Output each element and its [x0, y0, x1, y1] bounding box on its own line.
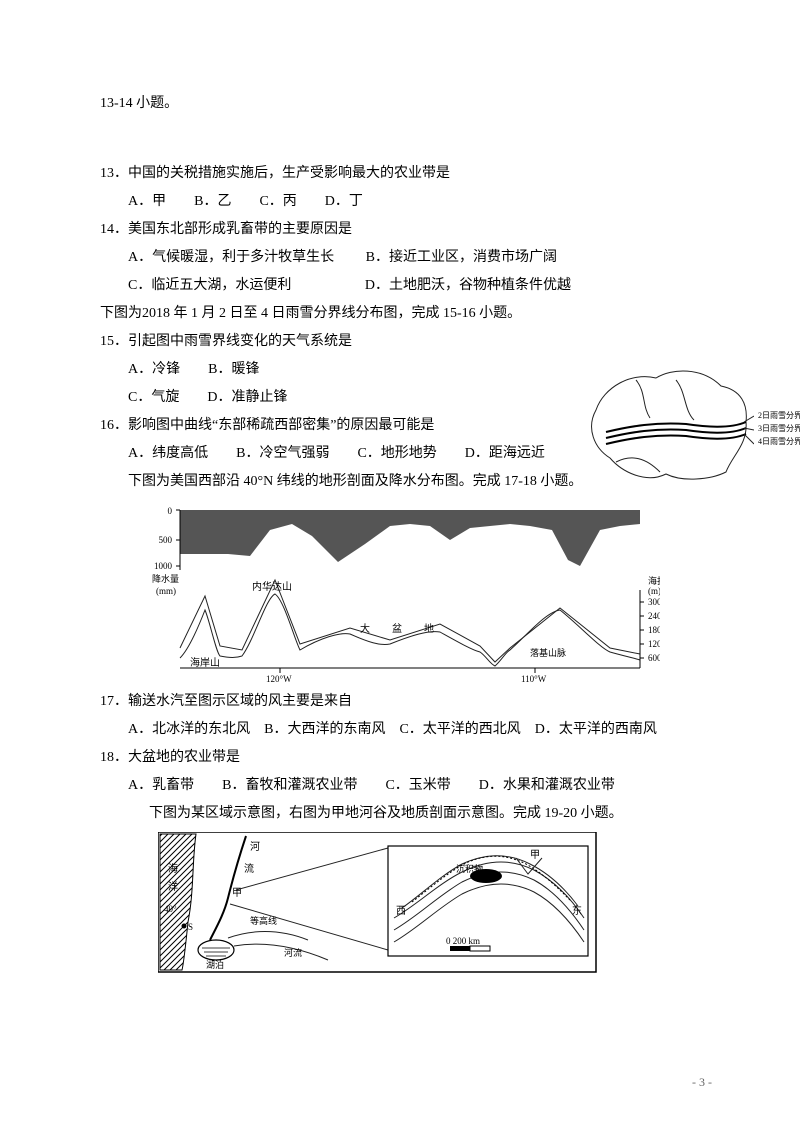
label-leader-1: [744, 416, 754, 422]
lake-label: 湖泊: [206, 960, 224, 970]
elev-t1800: 1800: [648, 625, 660, 635]
region-geology-diagram: 海 洋 40° S 河 流 甲 湖泊 等高线 河流: [158, 832, 598, 974]
precip-ylabel-2: (mm): [156, 586, 176, 596]
lat-label: 40°: [164, 904, 177, 914]
label-rockies: 落基山脉: [530, 647, 566, 658]
xtick-110w: 110°W: [521, 674, 547, 682]
west-label: 西: [396, 906, 406, 917]
china-map-labels: 2日雨雪分界线 3日雨雪分界线 4日雨雪分界线: [758, 410, 800, 448]
precip-tick-1000: 1000: [154, 561, 173, 571]
jia-label-right: 甲: [530, 850, 540, 861]
precip-tick-500: 500: [159, 535, 173, 545]
spacer: [100, 118, 700, 160]
label-leader-3: [744, 434, 754, 444]
q17-stem: 17．输送水汽至图示区域的风主要是来自: [100, 688, 700, 716]
deposit-label: 沉积物: [456, 863, 483, 874]
elev-ylabel-2: (m): [648, 586, 660, 596]
inner-border-3: [616, 458, 660, 472]
river-label-1: 河: [250, 841, 260, 853]
point-s-label: S: [188, 922, 193, 932]
lake: [198, 940, 234, 960]
elev-t2400: 2400: [648, 611, 660, 621]
boundary-line-4: [606, 434, 746, 444]
scale-white: [470, 946, 490, 951]
label-day3: 3日雨雪分界线: [758, 423, 800, 436]
east-label: 东: [572, 904, 582, 917]
cross-frame: [388, 846, 588, 956]
river2-label: 河流: [284, 947, 302, 958]
elev-t3000: 3000: [648, 597, 660, 607]
q18-stem: 18．大盆地的农业带是: [100, 744, 700, 772]
scale-black: [450, 946, 470, 951]
q17-options: A．北冰洋的东北风 B．大西洋的东南风 C．太平洋的西北风 D．太平洋的西南风: [100, 716, 700, 744]
q14-options-row1: A．气候暖湿，利于多汁牧草生长 B．接近工业区，消费市场广阔: [100, 244, 700, 272]
ocean-label-2: 洋: [168, 880, 178, 893]
precip-ylabel-1: 降水量: [152, 573, 179, 584]
label-sierra: 内华达山: [252, 580, 292, 593]
us-40n-profile-chart: 0 500 1000 降水量 (mm) 600 1200 1800 2400 3…: [140, 502, 660, 682]
q15-stem: 15．引起图中雨雪界线变化的天气系统是: [100, 328, 700, 356]
header-text: 13-14 小题。: [100, 90, 700, 118]
intro-19-20: 下图为某区域示意图，右图为甲地河谷及地质剖面示意图。完成 19-20 小题。: [100, 800, 700, 828]
q13-stem: 13．中国的关税措施实施后，生产受影响最大的农业带是: [100, 160, 700, 188]
q14-optB: B．接近工业区，消费市场广阔: [366, 250, 557, 265]
elev-t1200: 1200: [648, 639, 660, 649]
q14-stem: 14．美国东北部形成乳畜带的主要原因是: [100, 216, 700, 244]
right-panel: 沉积物 甲 西 东 0 200 km: [388, 846, 588, 956]
xtick-120w: 120°W: [266, 674, 292, 682]
q14-optD: D．土地肥沃，谷物种植条件优越: [365, 278, 571, 293]
q14-optC: C．临近五大湖，水运便利: [128, 278, 291, 293]
elev-panel: 600 1200 1800 2400 3000 海拔 (m) 海岸山 内华达山 …: [180, 575, 660, 682]
elev-profile-line: [180, 580, 640, 662]
label-day4: 4日雨雪分界线: [758, 436, 800, 449]
scale-label: 0 200 km: [446, 936, 480, 946]
precip-tick-0: 0: [168, 506, 173, 516]
exam-page: 13-14 小题。 13．中国的关税措施实施后，生产受影响最大的农业带是 A．甲…: [0, 0, 800, 1132]
q13-options: A．甲 B．乙 C．丙 D．丁: [100, 188, 700, 216]
china-snowrain-map: [576, 362, 754, 490]
label-coast-range: 海岸山: [190, 656, 220, 669]
q14-options-row2: C．临近五大湖，水运便利 D．土地肥沃，谷物种植条件优越: [100, 272, 700, 300]
inner-border-2: [676, 380, 694, 420]
ocean-label-1: 海: [168, 862, 178, 875]
inner-border-1: [636, 380, 650, 418]
label-day2: 2日雨雪分界线: [758, 410, 800, 423]
elev-ylabel-1: 海拔: [648, 575, 660, 586]
intro-15-16: 下图为2018 年 1 月 2 日至 4 日雨雪分界线分布图，完成 15-16 …: [100, 300, 700, 328]
point-s: [182, 924, 187, 929]
precip-panel: 0 500 1000 降水量 (mm): [152, 506, 640, 596]
elev-t600: 600: [648, 653, 660, 663]
q18-options: A．乳畜带 B．畜牧和灌溉农业带 C．玉米带 D．水果和灌溉农业带: [100, 772, 700, 800]
china-outline: [592, 371, 747, 479]
q14-optA: A．气候暖湿，利于多汁牧草生长: [128, 250, 334, 265]
river-label-2: 流: [244, 862, 254, 875]
label-basin: 大 盆 地: [360, 622, 440, 635]
page-number: - 3 -: [692, 1070, 712, 1094]
